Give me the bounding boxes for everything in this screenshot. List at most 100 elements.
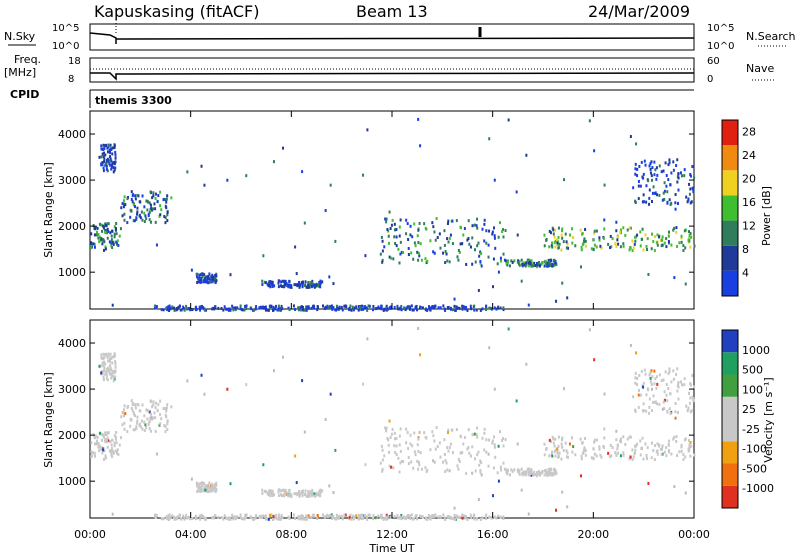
power-echo <box>662 191 665 195</box>
velocity-echo <box>358 514 361 518</box>
power-echo <box>137 194 140 198</box>
power-echo <box>201 274 204 278</box>
velocity-echo <box>551 435 554 439</box>
velocity-echo <box>288 493 291 497</box>
power-echo <box>400 308 403 312</box>
velocity-echo <box>301 379 304 383</box>
velocity-echo <box>143 414 146 418</box>
velocity-echo <box>131 403 134 407</box>
velocity-echo <box>658 373 661 377</box>
power-echo <box>432 250 435 254</box>
velocity-echo <box>676 367 679 371</box>
power-echo <box>118 234 121 238</box>
velocity-echo <box>478 463 481 467</box>
velocity-echo <box>639 439 642 443</box>
velocity-echo <box>619 454 622 458</box>
velocity-echo <box>388 419 391 423</box>
power-echo <box>470 307 473 311</box>
power-echo <box>139 216 142 220</box>
power-echo <box>103 240 106 244</box>
power-echo <box>524 264 527 268</box>
velocity-ylabel: Slant Range [km] <box>42 372 55 468</box>
power-echo <box>164 198 167 202</box>
power-echo <box>104 153 107 157</box>
power-echo <box>560 233 563 237</box>
power-echo <box>419 305 422 309</box>
velocity-echo <box>115 441 118 445</box>
power-echo <box>505 259 508 263</box>
velocity-echo <box>692 399 695 403</box>
velocity-echo <box>156 409 159 413</box>
velocity-echo <box>688 444 691 448</box>
power-echo <box>162 198 165 202</box>
velocity-echo <box>329 514 332 518</box>
colorbar-segment <box>722 195 738 221</box>
velocity-echo <box>682 457 685 461</box>
power-echo <box>164 216 167 220</box>
velocity-echo <box>277 515 280 519</box>
power-echo <box>579 228 582 232</box>
velocity-echo <box>659 447 662 451</box>
velocity-echo <box>166 419 169 423</box>
velocity-echo <box>390 465 393 469</box>
power-echo <box>205 279 208 283</box>
velocity-echo <box>437 515 440 519</box>
velocity-echo <box>443 452 446 456</box>
power-echo <box>316 308 319 312</box>
power-echo <box>598 238 601 242</box>
velocity-echo <box>666 399 669 403</box>
velocity-echo <box>390 514 393 518</box>
power-echo <box>561 227 564 231</box>
power-echo <box>449 233 452 237</box>
power-echo <box>183 308 186 312</box>
velocity-echo <box>545 447 548 451</box>
power-echo <box>400 250 403 254</box>
power-echo <box>444 250 447 254</box>
velocity-echo <box>272 369 275 373</box>
power-echo <box>281 307 284 311</box>
velocity-echo <box>653 444 656 448</box>
power-echo <box>272 160 275 164</box>
power-echo <box>413 241 416 245</box>
power-echo <box>632 246 635 250</box>
velocity-echo <box>551 473 554 477</box>
velocity-echo <box>101 369 104 373</box>
power-echo <box>280 284 283 288</box>
power-echo <box>688 192 691 196</box>
power-echo <box>528 258 531 262</box>
power-echo <box>468 242 471 246</box>
velocity-echo <box>580 454 583 458</box>
power-echo <box>90 241 93 245</box>
velocity-echo <box>687 407 690 411</box>
velocity-echo <box>152 403 155 407</box>
velocity-echo <box>651 400 654 404</box>
velocity-echo <box>297 492 300 496</box>
power-echo <box>97 233 100 237</box>
velocity-echo <box>424 516 427 520</box>
velocity-echo <box>98 449 101 453</box>
power-echo <box>389 307 392 311</box>
velocity-echo <box>130 406 133 410</box>
power-echo <box>680 234 683 238</box>
velocity-echo <box>153 411 156 415</box>
power-echo <box>111 303 114 307</box>
velocity-echo <box>324 418 327 422</box>
power-echo <box>178 304 181 308</box>
power-echo <box>543 244 546 248</box>
y-tick-label: 4000 <box>58 128 86 141</box>
power-echo <box>107 143 110 147</box>
power-echo <box>390 305 393 309</box>
power-echo <box>511 260 514 264</box>
velocity-echo <box>447 449 450 453</box>
power-echo <box>688 182 691 186</box>
velocity-echo <box>536 472 539 476</box>
power-echo <box>277 281 280 285</box>
velocity-echo <box>102 457 105 461</box>
velocity-echo <box>525 471 528 475</box>
velocity-echo <box>90 455 93 459</box>
power-echo <box>462 305 465 309</box>
power-echo <box>513 259 516 263</box>
power-echo <box>496 262 499 266</box>
velocity-echo <box>483 448 486 452</box>
velocity-echo <box>328 484 331 488</box>
